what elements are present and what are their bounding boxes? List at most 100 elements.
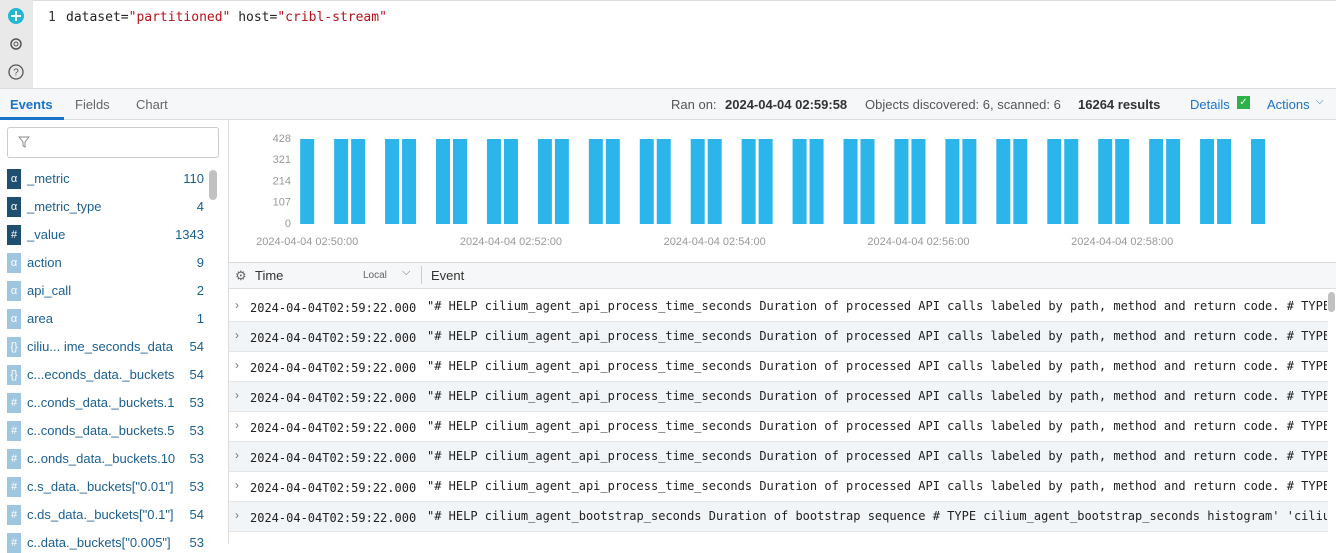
event-row[interactable]	[229, 322, 1328, 352]
field-type-icon: #	[7, 393, 21, 413]
field-name[interactable]: c...econds_data._buckets	[27, 367, 175, 382]
chevron: ⌵	[1316, 96, 1324, 107]
event-time: 2024-04-04T02:59:22.000	[250, 421, 417, 435]
field-name[interactable]: action	[27, 255, 62, 270]
bar	[843, 139, 858, 224]
bar	[351, 139, 366, 224]
scrollbar	[209, 170, 217, 200]
fields-panel	[0, 120, 229, 544]
expand-chevron: ›	[235, 388, 239, 402]
bar	[1098, 139, 1113, 224]
field-name[interactable]: c.ds_data._buckets["0.1"]	[27, 507, 174, 522]
bar	[911, 139, 926, 224]
event-text: "# HELP cilium_agent_api_process_time_se…	[427, 389, 1327, 403]
field-type-icon: {}	[7, 337, 21, 357]
field-name[interactable]: _metric_type	[27, 199, 102, 214]
field-name[interactable]: c.s_data._buckets["0.01"]	[27, 479, 174, 494]
field-count: 53	[189, 451, 204, 466]
bar	[1200, 139, 1215, 224]
bar	[537, 139, 552, 224]
chevron: ⌵	[402, 266, 411, 278]
event-row[interactable]	[229, 472, 1328, 502]
bar	[1166, 139, 1181, 224]
bar	[860, 139, 875, 224]
bar	[996, 139, 1011, 224]
table-header	[229, 262, 1336, 289]
event-time: 2024-04-04T02:59:22.000	[250, 451, 417, 465]
event-time: 2024-04-04T02:59:22.000	[250, 391, 417, 405]
gear-icon: ⚙	[235, 268, 247, 283]
query-token: host=	[230, 10, 278, 25]
bar	[1047, 139, 1062, 224]
field-name[interactable]: ciliu... ime_seconds_data	[27, 339, 173, 354]
field-name[interactable]: _value	[27, 227, 66, 242]
ran-on-label: Ran on:	[671, 97, 717, 112]
expand-chevron: ›	[235, 418, 239, 432]
objects: Objects discovered: 6, scanned: 6	[865, 97, 1061, 112]
bar	[639, 139, 654, 224]
event-row[interactable]	[229, 292, 1328, 322]
field-name[interactable]: _metric	[27, 171, 70, 186]
event-row[interactable]	[229, 442, 1328, 472]
event-header: Event	[431, 268, 465, 283]
event-row[interactable]	[229, 382, 1328, 412]
event-row[interactable]	[229, 502, 1328, 532]
timezone[interactable]: Local	[363, 270, 387, 281]
event-time: 2024-04-04T02:59:22.000	[250, 511, 417, 525]
bar	[1251, 139, 1266, 224]
bar	[690, 139, 705, 224]
ran-on: 2024-04-04 02:59:58	[725, 97, 848, 112]
bar	[486, 139, 501, 224]
field-type-icon: #	[7, 505, 21, 525]
field-count: 1	[196, 311, 204, 326]
field-name[interactable]: api_call	[27, 283, 72, 298]
chart: 0 107 214 321 428 2024-04-04 02:50:00 2024-04-…	[256, 133, 1266, 248]
results: 16264 results	[1078, 97, 1161, 112]
filter-icon	[18, 136, 30, 148]
check-icon: ✓	[1237, 96, 1250, 109]
bar	[707, 139, 722, 224]
field-type-icon: #	[7, 225, 21, 245]
event-row[interactable]	[229, 412, 1328, 442]
x-tick-label: 2024-04-04 02:58:00	[1071, 236, 1173, 248]
bar	[1013, 139, 1028, 224]
field-name[interactable]: c..onds_data._buckets.10	[27, 451, 176, 466]
bar	[1217, 139, 1232, 224]
field-count: 54	[189, 367, 204, 382]
query[interactable]: dataset="partitioned" host="cribl-stream…	[66, 10, 387, 25]
field-name[interactable]: area	[27, 311, 54, 326]
bar	[503, 139, 518, 224]
event-row[interactable]	[229, 352, 1328, 382]
bar	[1064, 139, 1079, 224]
field-count: 9	[196, 255, 204, 270]
field-name[interactable]: c..conds_data._buckets.5	[27, 423, 175, 438]
field-type-icon: α	[7, 197, 21, 217]
expand-chevron: ›	[235, 478, 239, 492]
event-time: 2024-04-04T02:59:22.000	[250, 301, 417, 315]
bar	[554, 139, 569, 224]
time-header[interactable]: Time	[255, 268, 284, 283]
tab[interactable]: Fields	[75, 97, 110, 112]
expand-chevron: ›	[235, 358, 239, 372]
event-text: "# HELP cilium_agent_api_process_time_se…	[427, 359, 1327, 373]
actions[interactable]: Actions	[1267, 97, 1310, 112]
bar	[588, 139, 603, 224]
bar	[605, 139, 620, 224]
bar	[385, 139, 400, 224]
y-tick-label: 321	[273, 154, 291, 166]
details[interactable]: Details	[1190, 97, 1230, 112]
filter-input[interactable]	[7, 127, 219, 158]
field-name[interactable]: c..conds_data._buckets.1	[27, 395, 175, 410]
line-number: 1	[48, 10, 56, 25]
tab[interactable]: Events	[10, 97, 53, 112]
bar	[334, 139, 349, 224]
sidebar-icons: ?	[8, 8, 24, 80]
bar	[1115, 139, 1130, 224]
bar	[656, 139, 671, 224]
tab[interactable]: Chart	[136, 97, 168, 112]
field-type-icon: #	[7, 477, 21, 497]
field-count: 110	[183, 171, 204, 186]
scrollbar	[1328, 292, 1335, 312]
query-token: "partitioned"	[128, 10, 231, 25]
